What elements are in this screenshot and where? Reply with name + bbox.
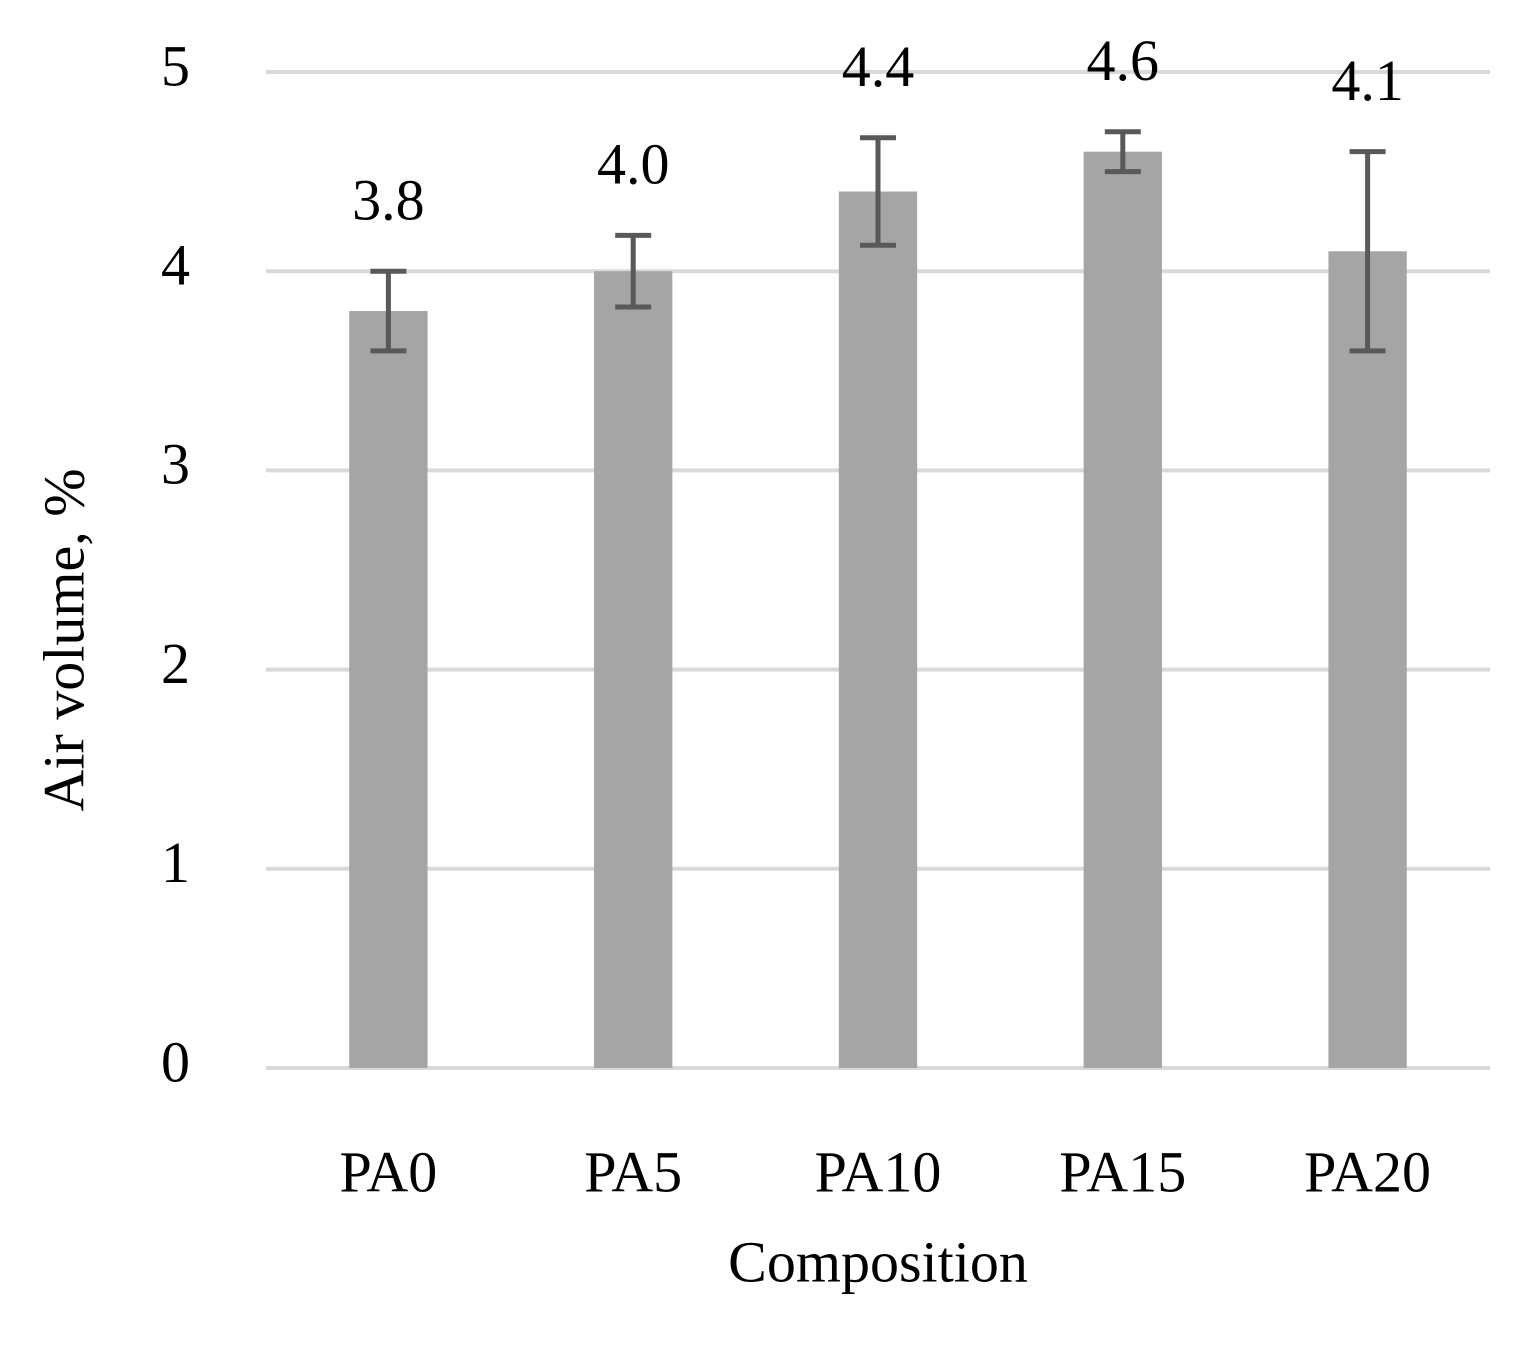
y-axis-title: Air volume, % xyxy=(31,468,96,811)
bar xyxy=(1083,151,1162,1068)
bar xyxy=(1328,251,1407,1068)
x-tick-label: PA10 xyxy=(815,1139,942,1204)
value-label: 4.6 xyxy=(1087,28,1160,93)
y-tick-label: 4 xyxy=(161,233,190,298)
error-bar xyxy=(1104,129,1141,175)
error-bar xyxy=(860,135,896,248)
error-bar xyxy=(1349,149,1386,354)
bar xyxy=(349,311,428,1068)
error-bar xyxy=(615,232,652,310)
bar xyxy=(838,191,918,1068)
value-label: 4.1 xyxy=(1331,48,1404,113)
x-tick-label: PA20 xyxy=(1304,1139,1431,1204)
x-axis-title: Composition xyxy=(728,1229,1028,1294)
value-label: 3.8 xyxy=(352,168,425,233)
x-tick-label: PA5 xyxy=(584,1139,682,1204)
y-tick-label: 5 xyxy=(161,33,190,98)
y-tick-label: 1 xyxy=(161,830,190,895)
value-label: 4.0 xyxy=(597,132,670,197)
y-tick-label: 0 xyxy=(161,1029,190,1094)
x-tick-label: PA0 xyxy=(339,1139,437,1204)
error-bar xyxy=(370,268,407,354)
bar xyxy=(594,271,673,1068)
value-label: 4.4 xyxy=(842,34,915,99)
x-tick-label: PA15 xyxy=(1059,1139,1186,1204)
y-tick-label: 3 xyxy=(161,432,190,497)
y-tick-label: 2 xyxy=(161,631,190,696)
